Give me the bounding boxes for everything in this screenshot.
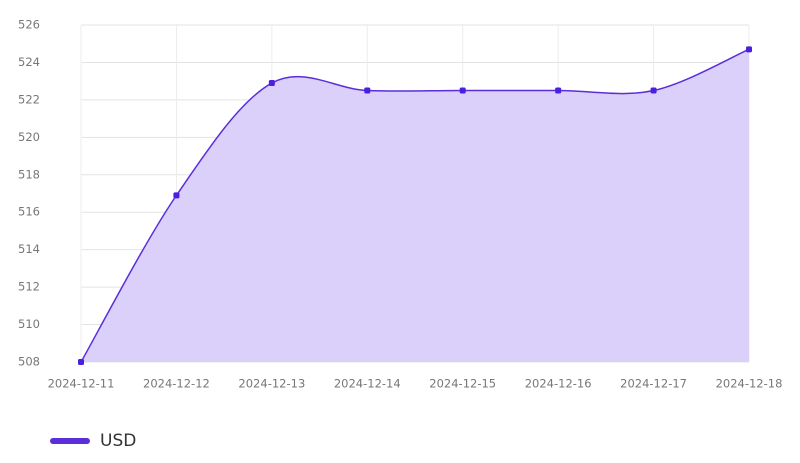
y-tick-label: 524: [18, 55, 40, 69]
y-tick-label: 520: [18, 130, 40, 144]
x-tick-label: 2024-12-15: [429, 377, 496, 391]
y-tick-label: 518: [18, 167, 40, 181]
point: [268, 80, 275, 87]
x-tick-label: 2024-12-13: [238, 377, 305, 391]
y-tick-label: 510: [18, 317, 40, 331]
y-tick-label: 522: [18, 92, 40, 106]
x-tick-label: 2024-12-16: [525, 377, 592, 391]
x-tick-label: 2024-12-14: [334, 377, 401, 391]
point: [555, 87, 562, 94]
point: [364, 87, 371, 94]
y-tick-label: 516: [18, 205, 40, 219]
point: [459, 87, 466, 94]
y-tick-label: 526: [18, 18, 40, 32]
y-tick-label: 514: [18, 242, 40, 256]
point: [78, 359, 84, 365]
x-tick-label: 2024-12-12: [143, 377, 210, 391]
point: [650, 87, 657, 94]
point: [746, 46, 752, 53]
point: [173, 192, 180, 199]
legend-text: USD: [100, 431, 136, 451]
y-tick-label: 512: [18, 280, 40, 294]
area: [81, 49, 749, 362]
x-tick-label: 2024-12-11: [48, 377, 115, 391]
y-tick-label: 508: [18, 355, 40, 369]
x-tick-label: 2024-12-17: [620, 377, 687, 391]
x-tick-label: 2024-12-18: [716, 377, 783, 391]
